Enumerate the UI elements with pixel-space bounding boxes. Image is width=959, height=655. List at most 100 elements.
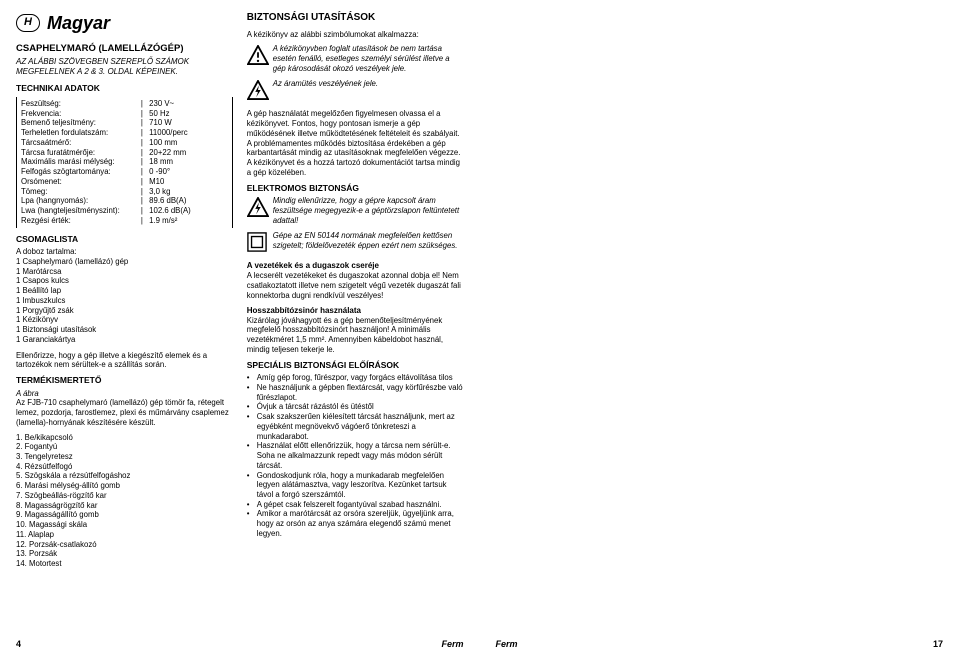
spec-separator: | — [141, 187, 149, 197]
spec-value: 18 mm — [149, 157, 228, 167]
spec-separator: | — [141, 148, 149, 158]
usage-text: A gép használatát megelőzően figyelmesen… — [247, 109, 464, 177]
part-item: 6. Marási mélység-állító gomb — [16, 481, 233, 491]
spec-row: Frekvencia:|50 Hz — [21, 109, 228, 119]
package-item: 1 Biztonsági utasítások — [16, 325, 233, 335]
elec-warn-row-2: Gépe az EN 50144 normának megfelelően ke… — [247, 231, 464, 255]
spec-row: Lpa (hangnyomás):|89.6 dB(A) — [21, 196, 228, 206]
spec-value: 710 W — [149, 118, 228, 128]
package-item: 1 Csaphelymaró (lamellázó) gép — [16, 257, 233, 267]
package-item: 1 Porgyűjtő zsák — [16, 306, 233, 316]
spec-label: Feszültség: — [21, 99, 141, 109]
spec-separator: | — [141, 196, 149, 206]
spec-value: 1.9 m/s² — [149, 216, 228, 226]
spec-label: Frekvencia: — [21, 109, 141, 119]
main-title: CSAPHELYMARÓ (LAMELLÁZÓGÉP) — [16, 43, 233, 55]
page-number-left: 4 — [16, 639, 21, 649]
spec-row: Orsómenet:|M10 — [21, 177, 228, 187]
spec-separator: | — [141, 167, 149, 177]
package-heading: CSOMAGLISTA — [16, 234, 233, 245]
product-text: Az FJB-710 csaphelymaró (lamellázó) gép … — [16, 398, 233, 427]
part-item: 14. Motortest — [16, 559, 233, 569]
spec-label: Tárcsaátmérő: — [21, 138, 141, 148]
part-item: 1. Be/kikapcsoló — [16, 433, 233, 443]
spec-value: 11000/perc — [149, 128, 228, 138]
product-heading: TERMÉKISMERTETŐ — [16, 375, 233, 386]
warning-row-danger: A kézikönyvben foglalt utasítások be nem… — [247, 44, 464, 73]
package-item: 1 Csapos kulcs — [16, 276, 233, 286]
spec-value: 102.6 dB(A) — [149, 206, 228, 216]
bullet-item: Csak szakszerűen kiélesített tárcsát has… — [257, 412, 464, 441]
safety-intro: A kézikönyv az alábbi szimbólumokat alka… — [247, 30, 464, 40]
shock-triangle-icon — [247, 197, 269, 220]
package-item: 1 Marótárcsa — [16, 267, 233, 277]
lang-code: H — [16, 14, 40, 32]
spec-value: 3,0 kg — [149, 187, 228, 197]
spec-label: Orsómenet: — [21, 177, 141, 187]
spec-value: M10 — [149, 177, 228, 187]
part-item: 7. Szögbeállás-rögzítő kar — [16, 491, 233, 501]
bullet-item: Amíg gép forog, fűrészpor, vagy forgács … — [257, 373, 464, 383]
lang-name: Magyar — [47, 12, 110, 35]
spec-row: Terheletlen fordulatszám:|11000/perc — [21, 128, 228, 138]
spec-row: Feszültség:|230 V~ — [21, 99, 228, 109]
spec-label: Terheletlen fordulatszám: — [21, 128, 141, 138]
spec-value: 20+22 mm — [149, 148, 228, 158]
package-item: 1 Beállító lap — [16, 286, 233, 296]
spec-value: 100 mm — [149, 138, 228, 148]
figure-label: A ábra — [16, 389, 233, 399]
elec-warn-text-1: Mindig ellenűrizze, hogy a gépre kapcsol… — [273, 196, 464, 225]
language-badge: H Magyar — [16, 12, 233, 35]
spec-value: 230 V~ — [149, 99, 228, 109]
spec-row: Bemenő teljesítmény:|710 W — [21, 118, 228, 128]
spec-separator: | — [141, 118, 149, 128]
spec-separator: | — [141, 99, 149, 109]
package-intro: A doboz tartalma: — [16, 247, 233, 257]
part-item: 10. Magassági skála — [16, 520, 233, 530]
ext-text: Kizárólag jóváhagyott és a gép bemenőtel… — [247, 316, 464, 355]
spec-row: Rezgési érték:|1.9 m/s² — [21, 216, 228, 226]
spec-label: Tárcsa furatátmérője: — [21, 148, 141, 158]
spec-separator: | — [141, 216, 149, 226]
spec-label: Rezgési érték: — [21, 216, 141, 226]
double-insulation-icon — [247, 232, 269, 255]
spec-value: 89.6 dB(A) — [149, 196, 228, 206]
part-item: 3. Tengelyretesz — [16, 452, 233, 462]
special-bullets: Amíg gép forog, fűrészpor, vagy forgács … — [247, 373, 464, 538]
bullet-item: Ne használjunk a gépben flextárcsát, vag… — [257, 383, 464, 402]
bullet-item: Óvjuk a tárcsát rázástól és ütéstől — [257, 402, 464, 412]
bullet-item: Gondoskodjunk róla, hogy a munkadarab me… — [257, 471, 464, 500]
warning-text-2: Az áramütés veszélyének jele. — [273, 79, 464, 89]
package-list: 1 Csaphelymaró (lamellázó) gép1 Marótárc… — [16, 257, 233, 345]
bullet-item: A gépet csak felszerelt fogantyúval szab… — [257, 500, 464, 510]
cable-heading: A vezetékek és a dugaszok cseréje — [247, 261, 464, 271]
safety-heading: BIZTONSÁGI UTASÍTÁSOK — [247, 12, 464, 25]
spec-label: Lwa (hangteljesítményszint): — [21, 206, 141, 216]
spec-separator: | — [141, 157, 149, 167]
part-item: 11. Alaplap — [16, 530, 233, 540]
footer-left-page: 4 Ferm — [16, 639, 464, 649]
spec-value: 0 -90° — [149, 167, 228, 177]
page-number-right: 17 — [933, 639, 943, 649]
cable-text: A lecserélt vezetékeket és dugaszokat az… — [247, 271, 464, 300]
spec-row: Maximális marási mélység:|18 mm — [21, 157, 228, 167]
footer-right-page: Ferm 17 — [496, 639, 944, 649]
spec-separator: | — [141, 206, 149, 216]
warning-row-shock: Az áramütés veszélyének jele. — [247, 79, 464, 103]
brand-ferm: Ferm — [441, 639, 463, 649]
special-heading: SPECIÁLIS BIZTONSÁGI ELŐÍRÁSOK — [247, 360, 464, 371]
bullet-item: Használat előtt ellenőrizzük, hogy a tár… — [257, 441, 464, 470]
package-item: 1 Kézikönyv — [16, 315, 233, 325]
elec-warn-row-1: Mindig ellenűrizze, hogy a gépre kapcsol… — [247, 196, 464, 225]
spec-separator: | — [141, 109, 149, 119]
left-page: H Magyar CSAPHELYMARÓ (LAMELLÁZÓGÉP) AZ … — [0, 0, 480, 655]
package-note: Ellenőrizze, hogy a gép illetve a kiegés… — [16, 351, 233, 370]
part-item: 8. Magasságrögzítő kar — [16, 501, 233, 511]
part-item: 4. Rézsútfelfogó — [16, 462, 233, 472]
part-item: 2. Fogantyú — [16, 442, 233, 452]
part-item: 12. Porzsák-csatlakozó — [16, 540, 233, 550]
spec-row: Tárcsaátmérő:|100 mm — [21, 138, 228, 148]
elec-heading: ELEKTROMOS BIZTONSÁG — [247, 183, 464, 194]
spec-row: Tárcsa furatátmérője:|20+22 mm — [21, 148, 228, 158]
brand-ferm: Ferm — [496, 639, 518, 649]
